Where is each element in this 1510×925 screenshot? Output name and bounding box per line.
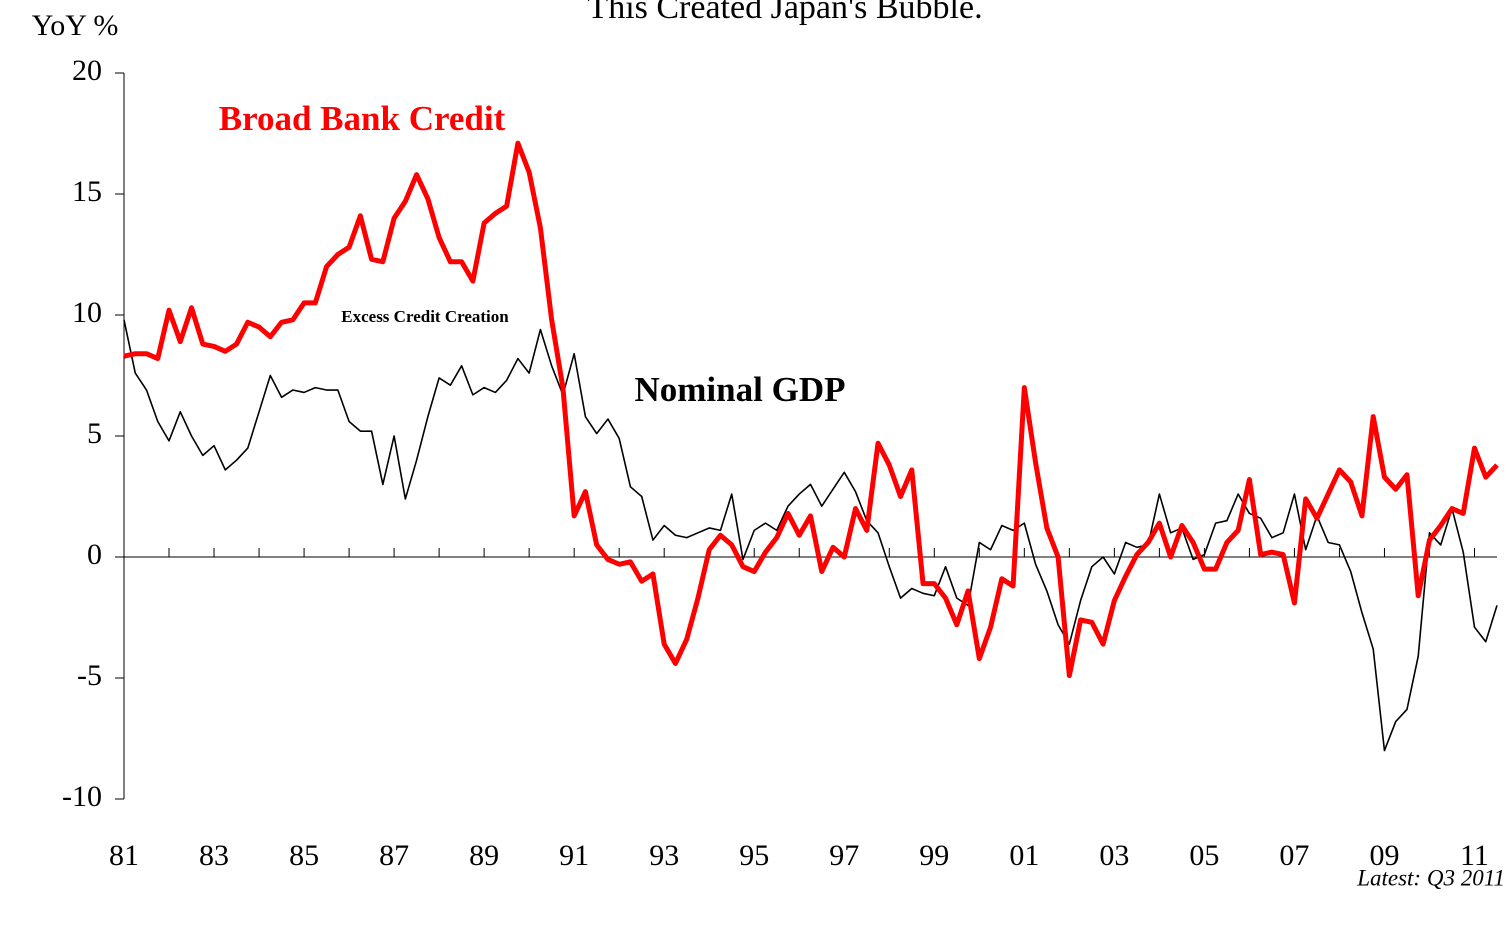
x-tick-label: 87 (379, 839, 409, 872)
y-tick-label: -10 (62, 780, 102, 813)
x-tick-label: 97 (829, 839, 859, 872)
y-tick-label: 10 (72, 296, 102, 329)
x-tick-label: 91 (559, 839, 589, 872)
x-tick-label: 01 (1009, 839, 1039, 872)
series-line (123, 319, 1498, 752)
annotation: Excess Credit Creation (341, 307, 509, 326)
x-tick-label: 89 (469, 839, 499, 872)
x-tick-label: 03 (1099, 839, 1129, 872)
x-tick-label: 05 (1189, 839, 1219, 872)
x-tick-label: 93 (649, 839, 679, 872)
series-label: Broad Bank Credit (219, 99, 506, 138)
x-tick-label: 11 (1460, 839, 1489, 872)
series-label: Nominal GDP (635, 370, 846, 409)
footnote: Latest: Q3 2011 (1356, 865, 1505, 890)
y-tick-label: 5 (87, 417, 102, 450)
x-tick-label: 85 (289, 839, 319, 872)
x-tick-label: 81 (109, 839, 139, 872)
chart-title: This Created Japan's Bubble. (587, 0, 982, 26)
y-tick-label: 15 (72, 175, 102, 208)
y-axis-label: YoY % (32, 9, 119, 42)
x-tick-label: 07 (1279, 839, 1309, 872)
x-tick-label: 99 (919, 839, 949, 872)
y-tick-label: -5 (77, 659, 102, 692)
series-line (123, 140, 1499, 679)
x-tick-label: 09 (1369, 839, 1399, 872)
x-tick-label: 95 (739, 839, 769, 872)
y-tick-label: 20 (72, 54, 102, 87)
x-tick-label: 83 (199, 839, 229, 872)
y-tick-label: 0 (87, 538, 102, 571)
